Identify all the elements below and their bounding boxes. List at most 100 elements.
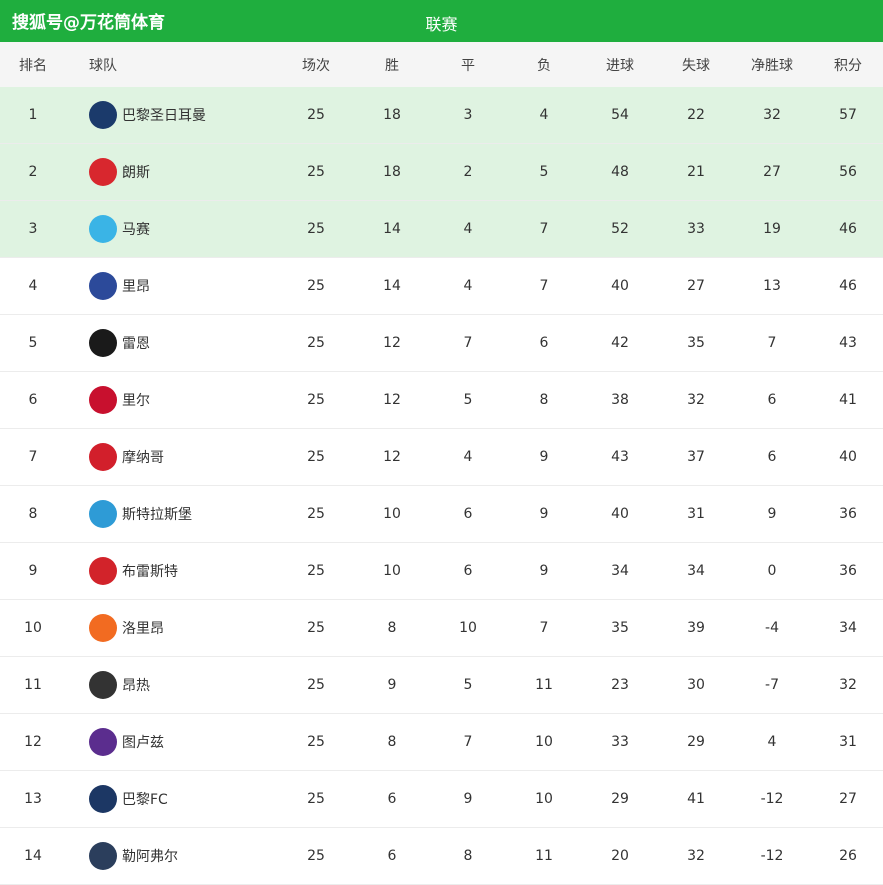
cell-value: 4 [539, 107, 549, 123]
cell-value: 13 [24, 791, 42, 807]
cell-value: 18 [383, 107, 401, 123]
cell-value: 34 [839, 620, 857, 636]
team-logo [89, 158, 117, 186]
cell-value: 12 [383, 335, 401, 351]
team-name: 里尔 [122, 393, 150, 409]
cell-value: 11 [535, 848, 553, 864]
cell-value: 54 [611, 107, 629, 123]
cell-value: 37 [687, 449, 705, 465]
cell-value: 25 [307, 335, 325, 351]
column-header: 失球 [682, 57, 710, 74]
team-logo [89, 272, 117, 300]
cell-value: 4 [767, 734, 777, 750]
team-name: 布雷斯特 [122, 564, 178, 580]
cell-value: 10 [459, 620, 477, 636]
cell-value: 7 [463, 335, 473, 351]
cell-value: 5 [28, 335, 38, 351]
cell-value: 4 [463, 449, 473, 465]
cell-value: 14 [24, 848, 42, 864]
table-row: 3 马赛 25 14 4 7 52 33 19 46 [0, 201, 883, 258]
column-header: 胜 [385, 57, 399, 74]
table-row: 6 里尔 25 12 5 8 38 32 6 41 [0, 372, 883, 429]
team-name: 摩纳哥 [122, 450, 164, 466]
table-row: 9 布雷斯特 25 10 6 9 34 34 0 36 [0, 543, 883, 600]
cell-value: 2 [463, 164, 473, 180]
column-header: 球队 [89, 57, 117, 74]
cell-value: 12 [383, 449, 401, 465]
cell-value: 6 [463, 563, 473, 579]
cell-value: 27 [763, 164, 781, 180]
column-header: 负 [537, 57, 551, 74]
table-row: 8 斯特拉斯堡 25 10 6 9 40 31 9 36 [0, 486, 883, 543]
cell-value: 31 [839, 734, 857, 750]
table-row: 5 雷恩 25 12 7 6 42 35 7 43 [0, 315, 883, 372]
cell-value: 56 [839, 164, 857, 180]
cell-value: 25 [307, 734, 325, 750]
cell-value: 10 [535, 791, 553, 807]
cell-value: 3 [463, 107, 473, 123]
team-logo [89, 671, 117, 699]
cell-value: 46 [839, 221, 857, 237]
cell-value: 25 [307, 392, 325, 408]
cell-value: 48 [611, 164, 629, 180]
cell-value: 5 [463, 392, 473, 408]
table-row: 1 巴黎圣日耳曼 25 18 3 4 54 22 32 57 [0, 87, 883, 144]
team-name: 马赛 [122, 222, 150, 238]
cell-value: 14 [383, 278, 401, 294]
standings-table: 排名 球队 场次胜平负进球 失球 净胜球 积分 1 巴黎圣日耳曼 25 18 3 4 54 22 32 57 2… [0, 42, 883, 885]
cell-value: 19 [763, 221, 781, 237]
cell-value: 1 [28, 107, 38, 123]
cell-value: 2 [28, 164, 38, 180]
cell-value: 14 [383, 221, 401, 237]
cell-value: 25 [307, 677, 325, 693]
table-row: 2 朗斯 25 18 2 5 48 21 27 56 [0, 144, 883, 201]
team-name: 朗斯 [122, 165, 150, 181]
cell-value: 3 [28, 221, 38, 237]
cell-value: 0 [767, 563, 777, 579]
cell-value: 5 [539, 164, 549, 180]
column-header: 进球 [606, 57, 634, 74]
team-logo [89, 215, 117, 243]
cell-value: 40 [839, 449, 857, 465]
cell-value: 29 [687, 734, 705, 750]
cell-value: 7 [463, 734, 473, 750]
cell-value: 31 [687, 506, 705, 522]
cell-value: 10 [24, 620, 42, 636]
cell-value: 41 [839, 392, 857, 408]
cell-value: -4 [765, 620, 779, 636]
cell-value: 10 [535, 734, 553, 750]
cell-value: 6 [28, 392, 38, 408]
team-name: 巴黎FC [122, 792, 168, 808]
team-name: 洛里昂 [122, 621, 164, 637]
column-header: 排名 [19, 57, 47, 74]
cell-value: 27 [839, 791, 857, 807]
cell-value: 40 [611, 278, 629, 294]
watermark: 搜狐号@万花筒体育 [12, 13, 165, 33]
cell-value: 38 [611, 392, 629, 408]
cell-value: 22 [687, 107, 705, 123]
cell-value: 21 [687, 164, 705, 180]
cell-value: 4 [28, 278, 38, 294]
cell-value: 29 [611, 791, 629, 807]
cell-value: 34 [611, 563, 629, 579]
cell-value: 27 [687, 278, 705, 294]
cell-value: 25 [307, 563, 325, 579]
cell-value: 25 [307, 221, 325, 237]
cell-value: -12 [760, 791, 784, 807]
cell-value: 9 [28, 563, 38, 579]
cell-value: 8 [463, 848, 473, 864]
cell-value: 7 [539, 620, 549, 636]
cell-value: 25 [307, 506, 325, 522]
cell-value: 9 [539, 506, 549, 522]
table-row: 11 昂热 25 9 5 11 23 30 -7 32 [0, 657, 883, 714]
team-logo [89, 785, 117, 813]
cell-value: 25 [307, 848, 325, 864]
cell-value: 42 [611, 335, 629, 351]
team-logo [89, 443, 117, 471]
team-name: 雷恩 [122, 336, 150, 352]
column-header: 场次 [302, 57, 330, 74]
cell-value: 41 [687, 791, 705, 807]
column-header: 积分 [834, 57, 862, 74]
title: 联赛 [425, 15, 458, 34]
